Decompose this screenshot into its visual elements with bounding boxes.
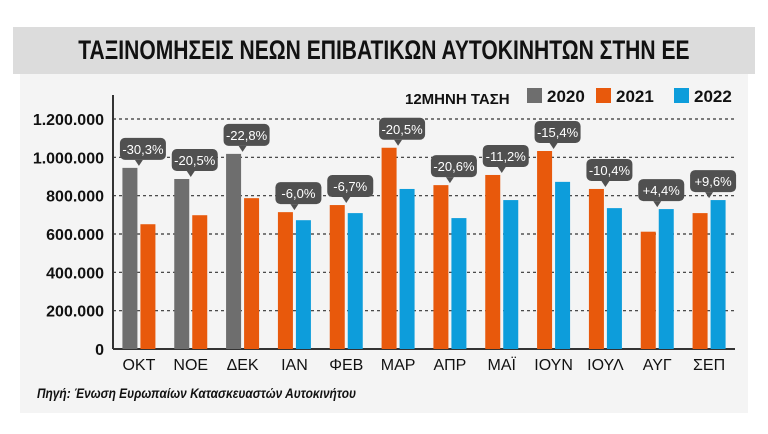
callout-pointer <box>549 143 558 150</box>
trend-callout <box>379 117 426 140</box>
y-tick-label: 800.000 <box>46 189 104 206</box>
x-tick-label: ΙΟΥΛ <box>587 357 624 374</box>
trend-callout <box>690 170 737 193</box>
bar-2020-ΔΕΚ <box>226 153 242 349</box>
bar-2021-ΑΥΓ <box>640 231 656 349</box>
trend-callout <box>275 182 322 205</box>
trend-callout <box>119 137 166 160</box>
trend-callout <box>430 155 477 178</box>
trend-callout <box>586 158 633 181</box>
callout-pointer <box>186 170 195 177</box>
callout-pointer <box>342 197 351 204</box>
bar-2021-ΙΟΥΝ <box>537 151 553 349</box>
trend-label: -6,7% <box>333 179 367 194</box>
bar-2021-ΜΑΡ <box>381 147 397 349</box>
bar-2021-ΦΕΒ <box>329 205 345 349</box>
trend-label: -22,8% <box>226 128 268 143</box>
bar-2021-ΙΟΥΛ <box>588 188 604 349</box>
trend-label: -20,5% <box>174 153 216 168</box>
x-tick-label: ΜΑΪ <box>488 356 517 374</box>
trend-callout <box>482 144 529 167</box>
y-tick-label: 400.000 <box>46 265 104 282</box>
x-tick-label: ΑΠΡ <box>433 357 466 374</box>
chart-panel: 0 200.000 400.000 600.000 800.000 1.000.000 1.… <box>20 74 748 413</box>
callout-pointer <box>134 159 143 166</box>
legend-label-2020: 2020 <box>547 87 585 106</box>
trend-label: -6,0% <box>281 186 315 201</box>
bar-2022-ΦΕΒ <box>347 213 363 349</box>
trend-label: +9,6% <box>694 174 732 189</box>
bar-2020-ΟΚΤ <box>122 167 138 349</box>
bar-2022-ΙΟΥΝ <box>555 181 571 349</box>
callout-pointer <box>705 192 714 199</box>
bar-chart: 0 200.000 400.000 600.000 800.000 1.000.000 1.… <box>33 87 737 374</box>
bar-2021-ΝΟΕ <box>192 215 208 349</box>
callout-pointer <box>290 204 299 211</box>
trend-callout <box>223 123 270 146</box>
legend-swatch-2021 <box>596 88 611 103</box>
y-tick-label: 1.000.000 <box>33 150 104 167</box>
legend-swatch-2022 <box>674 88 689 103</box>
bar-2022-ΜΑΪ <box>503 200 519 349</box>
bar-2021-ΑΠΡ <box>433 185 449 349</box>
bar-2022-ΑΠΡ <box>451 218 467 349</box>
bar-2021-ΟΚΤ <box>140 224 156 349</box>
bar-2021-ΣΕΠ <box>692 213 708 349</box>
y-tick-label: 200.000 <box>46 304 104 321</box>
x-tick-label: ΑΥΓ <box>643 357 672 374</box>
callout-pointer <box>497 166 506 173</box>
y-tick-label: 1.200.000 <box>33 112 104 129</box>
bar-2022-ΜΑΡ <box>399 188 415 349</box>
x-tick-label: ΙΟΥΝ <box>534 357 573 374</box>
callout-pointer <box>653 201 662 208</box>
x-tick-label: ΝΟΕ <box>173 357 208 374</box>
trend-label: -15,4% <box>537 125 579 140</box>
callout-pointer <box>238 145 247 152</box>
bar-2022-ΙΟΥΛ <box>606 208 622 349</box>
callout-pointer <box>394 139 403 146</box>
x-tick-label: ΦΕΒ <box>329 357 363 374</box>
bar-2022-ΣΕΠ <box>710 200 726 349</box>
bar-2021-ΔΕΚ <box>244 198 260 349</box>
legend-swatch-2020 <box>527 88 542 103</box>
callout-pointer <box>445 177 454 184</box>
trend-label: -10,4% <box>589 163 631 178</box>
bar-2022-ΙΑΝ <box>295 220 311 349</box>
trend-callout <box>534 121 581 144</box>
trend-heading: 12ΜΗΝΗ ΤΑΣΗ <box>405 91 510 108</box>
y-tick-label: 0 <box>95 342 104 359</box>
x-tick-label: ΙΑΝ <box>281 357 308 374</box>
bar-2020-ΝΟΕ <box>174 178 190 349</box>
chart-title: ΤΑΞΙΝΟΜΗΣΕΙΣ ΝΕΩΝ ΕΠΙΒΑΤΙΚΩΝ ΑΥΤΟΚΙΝΗΤΩΝ… <box>78 35 690 65</box>
trend-callout <box>327 175 374 198</box>
callout-pointer <box>601 180 610 187</box>
trend-label: -11,2% <box>486 149 527 164</box>
x-tick-label: ΣΕΠ <box>693 357 725 374</box>
legend-label-2021: 2021 <box>616 87 654 106</box>
trend-callout <box>638 179 685 202</box>
x-tick-label: ΔΕΚ <box>227 357 259 374</box>
title-bar: ΤΑΞΙΝΟΜΗΣΕΙΣ ΝΕΩΝ ΕΠΙΒΑΤΙΚΩΝ ΑΥΤΟΚΙΝΗΤΩΝ… <box>13 27 755 74</box>
bar-2022-ΑΥΓ <box>658 209 674 349</box>
x-tick-label: ΟΚΤ <box>122 357 155 374</box>
x-tick-label: ΜΑΡ <box>381 357 416 374</box>
trend-label: -30,3% <box>122 142 164 157</box>
trend-label: -20,6% <box>433 159 475 174</box>
bar-2021-ΙΑΝ <box>277 212 293 349</box>
y-tick-label: 600.000 <box>46 227 104 244</box>
trend-label: -20,5% <box>381 122 423 137</box>
trend-label: +4,4% <box>643 183 681 198</box>
legend-label-2022: 2022 <box>694 87 732 106</box>
source-note: Πηγή: Ένωση Ευρωπαίων Κατασκευαστών Αυτο… <box>37 385 357 401</box>
trend-callout <box>171 148 218 171</box>
bar-2021-ΜΑΪ <box>485 174 501 349</box>
